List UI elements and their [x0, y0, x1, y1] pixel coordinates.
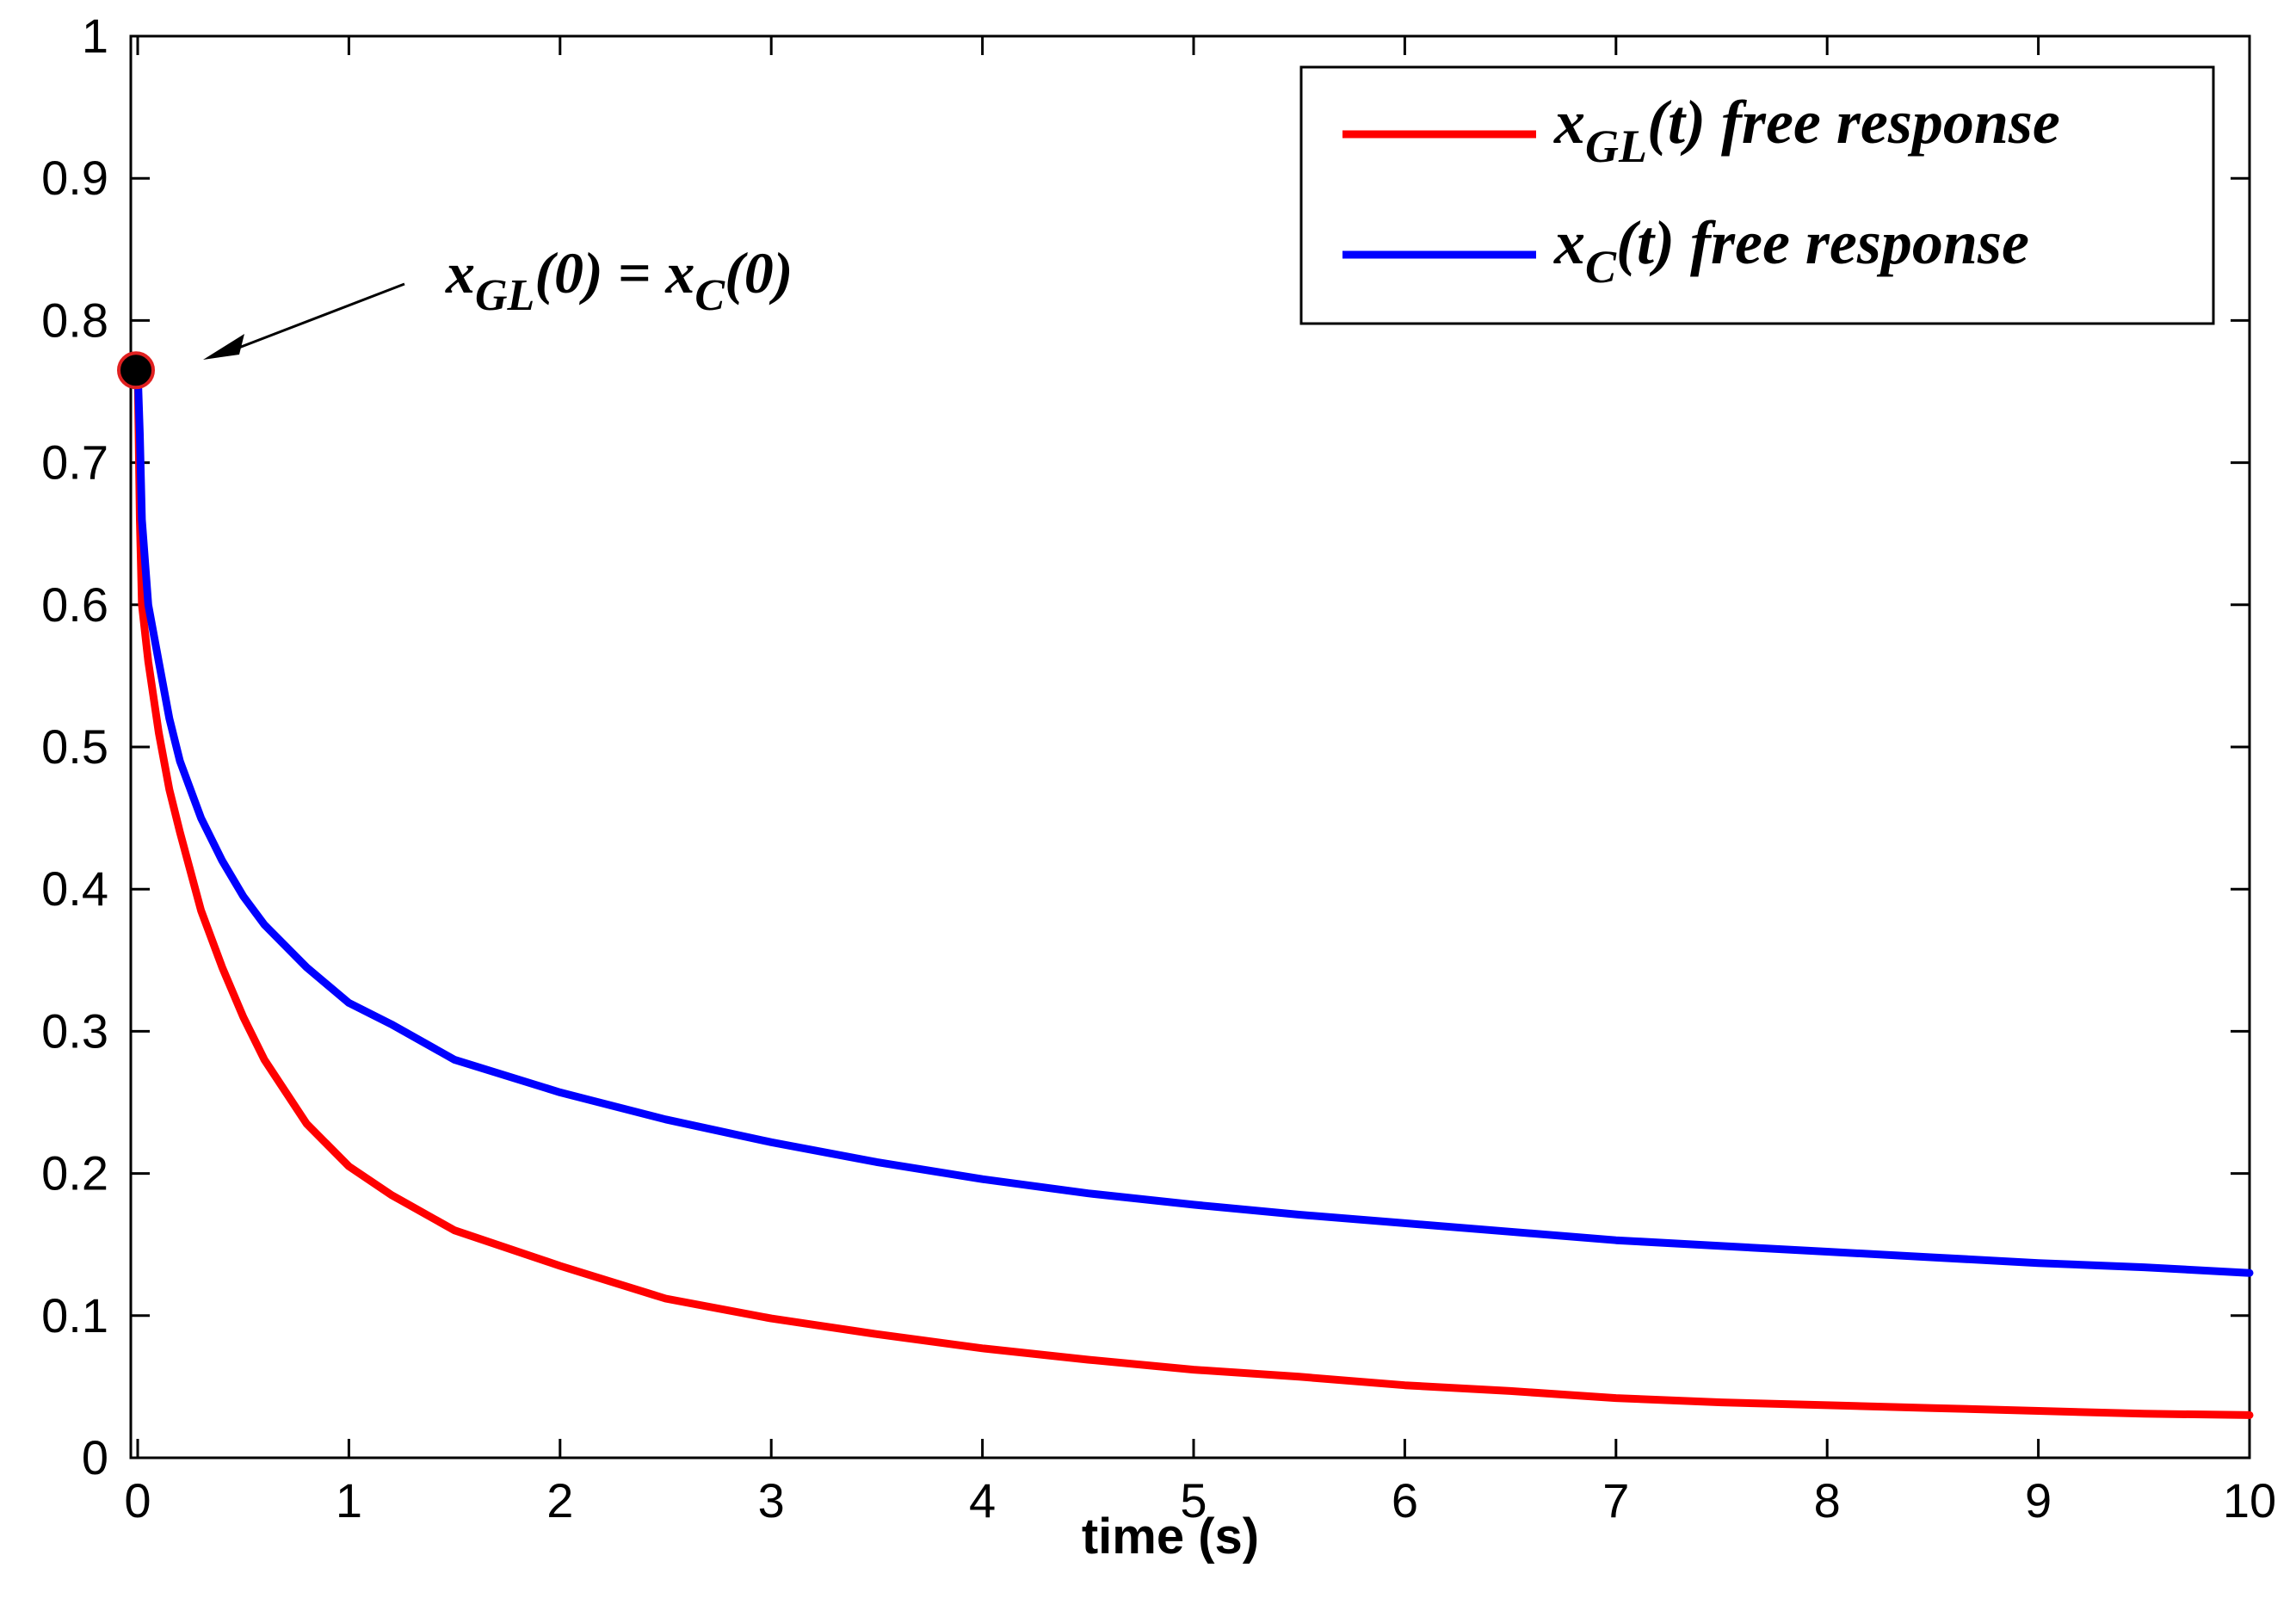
x-tick-label: 5 [1180, 1473, 1207, 1528]
annotation-lhs-rest: (0) = [534, 240, 651, 306]
y-tick-label: 1 [82, 9, 108, 63]
annotation-rhs-subscript: C [694, 271, 725, 320]
axis-tick-labels: 0 1 2 3 4 5 6 7 8 9 10 0 0.1 0.2 0.3 0.4 0.5 0.6 0.7 0.8 0.9… [41, 9, 2276, 1528]
x-tick-label: 4 [969, 1473, 996, 1528]
annotation-rhs-base: x [664, 240, 694, 306]
x-tick-label: 7 [1602, 1473, 1629, 1528]
y-tick-label: 0.5 [41, 719, 108, 774]
y-tick-label: 0.8 [41, 293, 108, 347]
legend-label-gl: xGL(t) free response [1553, 88, 2060, 172]
x-tick-label: 0 [124, 1473, 151, 1528]
legend: xGL(t) free response xC(t) free response [1299, 65, 2215, 325]
series-group [133, 366, 2254, 1419]
y-tick-label: 0.1 [41, 1288, 108, 1342]
annotation-lhs-base: x [445, 240, 475, 306]
y-tick-label: 0.4 [41, 861, 108, 916]
y-tick-label: 0.9 [41, 151, 108, 205]
y-tick-label: 0.3 [41, 1003, 108, 1058]
x-tick-label: 6 [1392, 1473, 1418, 1528]
y-tick-label: 0 [82, 1430, 108, 1484]
x-tick-label: 3 [758, 1473, 785, 1528]
y-tick-label: 0.2 [41, 1146, 108, 1200]
annotation-rhs-rest: (0) [725, 240, 793, 306]
x-tick-label: 9 [2025, 1473, 2052, 1528]
initial-condition-annotation: xGL(0) = xC(0) [445, 240, 793, 320]
x-tick-label: 8 [1814, 1473, 1841, 1528]
y-tick-label: 0.7 [41, 435, 108, 490]
initial-point-marker [117, 351, 155, 390]
series-line-c [133, 366, 2254, 1277]
x-tick-label: 2 [546, 1473, 573, 1528]
legend-box [1299, 65, 2215, 325]
legend-label-c: xC(t) free response [1553, 208, 2029, 293]
annotation-arrow [203, 282, 405, 360]
x-axis-label: time (s) [1082, 1509, 1259, 1565]
annotation-lhs-subscript: GL [475, 271, 534, 320]
series-line-gl [133, 366, 2254, 1419]
x-tick-label: 1 [336, 1473, 362, 1528]
x-tick-label: 10 [2223, 1473, 2276, 1528]
y-tick-label: 0.6 [41, 577, 108, 632]
